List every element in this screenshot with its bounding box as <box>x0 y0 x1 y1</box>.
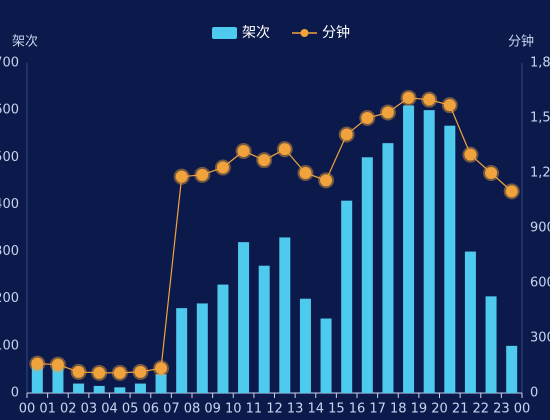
marker <box>318 172 335 189</box>
x-tick-label: 07 <box>163 402 180 417</box>
bar <box>485 296 497 393</box>
bar <box>464 251 476 393</box>
x-tick-label: 00 <box>19 402 36 417</box>
x-tick-label: 03 <box>81 402 98 417</box>
y2-tick-label: 600 <box>530 276 550 291</box>
marker <box>153 360 170 377</box>
marker <box>173 168 190 185</box>
marker <box>214 159 231 176</box>
bar <box>217 284 229 393</box>
x-tick-label: 23 <box>493 402 510 417</box>
x-tick-label: 01 <box>39 402 56 417</box>
y2-axis-name: 分钟 <box>508 34 534 50</box>
bar <box>382 143 394 393</box>
bar <box>423 110 435 394</box>
marker <box>70 363 87 380</box>
y-tick-label: 100 <box>0 338 19 353</box>
x-tick-label: 22 <box>472 402 489 417</box>
y-tick-label: 600 <box>0 103 19 118</box>
marker <box>359 110 376 126</box>
marker <box>338 126 355 143</box>
marker <box>235 143 252 159</box>
y-axis-name: 架次 <box>12 34 38 50</box>
bar <box>403 105 415 393</box>
x-tick-label: 17 <box>369 402 386 417</box>
marker <box>132 363 149 380</box>
x-tick-label: 21 <box>452 402 469 417</box>
bar <box>134 383 146 393</box>
line <box>37 97 513 374</box>
x-tick-label: 04 <box>101 402 118 417</box>
legend-swatch <box>212 27 237 39</box>
x-tick-label: 11 <box>246 402 263 417</box>
marker <box>297 165 314 181</box>
marker <box>400 89 417 106</box>
x-tick-label: 18 <box>390 402 407 417</box>
bar <box>176 308 188 393</box>
marker <box>503 183 520 200</box>
y-tick-label: 200 <box>0 291 19 306</box>
bar <box>279 237 291 393</box>
marker <box>194 166 211 183</box>
x-tick-label: 02 <box>60 402 77 417</box>
x-tick-label: 05 <box>122 402 139 417</box>
y2-tick-label: 1,200 <box>530 166 550 181</box>
marker <box>441 97 458 114</box>
x-tick-label: 08 <box>184 402 201 417</box>
bar <box>31 362 43 393</box>
bar <box>361 157 373 393</box>
x-tick-label: 12 <box>266 402 283 417</box>
x-tick-label: 06 <box>142 402 159 417</box>
marker <box>111 364 128 381</box>
y-tick-label: 0 <box>11 386 19 401</box>
y-tick-label: 500 <box>0 150 19 165</box>
marker <box>421 91 438 108</box>
y2-tick-label: 0 <box>530 386 538 401</box>
x-tick-label: 19 <box>411 402 428 417</box>
marker <box>276 141 293 158</box>
x-tick-label: 14 <box>307 402 324 417</box>
marker <box>49 356 66 373</box>
bar <box>320 318 332 393</box>
bar <box>93 385 105 393</box>
marker <box>29 355 46 372</box>
bar <box>155 374 167 393</box>
y2-tick-label: 1,800 <box>530 56 550 71</box>
marker <box>379 104 396 121</box>
legend-label: 分钟 <box>322 24 350 41</box>
x-tick-label: 00 <box>514 402 531 417</box>
bar <box>299 298 311 393</box>
x-tick-label: 09 <box>204 402 221 417</box>
bar <box>196 303 208 393</box>
bar <box>114 387 126 393</box>
x-tick-label: 15 <box>328 402 345 417</box>
y-tick-label: 300 <box>0 244 19 259</box>
y2-tick-label: 1,500 <box>530 111 550 126</box>
bar <box>238 242 250 393</box>
bar <box>52 364 64 393</box>
bar <box>506 345 518 393</box>
bar <box>341 200 353 393</box>
x-tick-label: 10 <box>225 402 242 417</box>
marker <box>483 165 500 181</box>
legend-swatch <box>300 29 309 37</box>
marker <box>91 364 108 381</box>
bar <box>258 265 270 393</box>
legend-label: 架次 <box>242 25 270 41</box>
y2-tick-label: 300 <box>530 331 550 346</box>
bar <box>444 125 456 393</box>
x-tick-label: 13 <box>287 402 304 417</box>
x-tick-label: 20 <box>431 402 448 417</box>
marker <box>256 152 273 169</box>
marker <box>462 146 479 163</box>
x-tick-label: 16 <box>349 402 366 417</box>
bar <box>73 383 85 393</box>
y-tick-label: 700 <box>0 56 19 71</box>
y2-tick-label: 900 <box>530 221 550 236</box>
y-tick-label: 400 <box>0 197 19 212</box>
